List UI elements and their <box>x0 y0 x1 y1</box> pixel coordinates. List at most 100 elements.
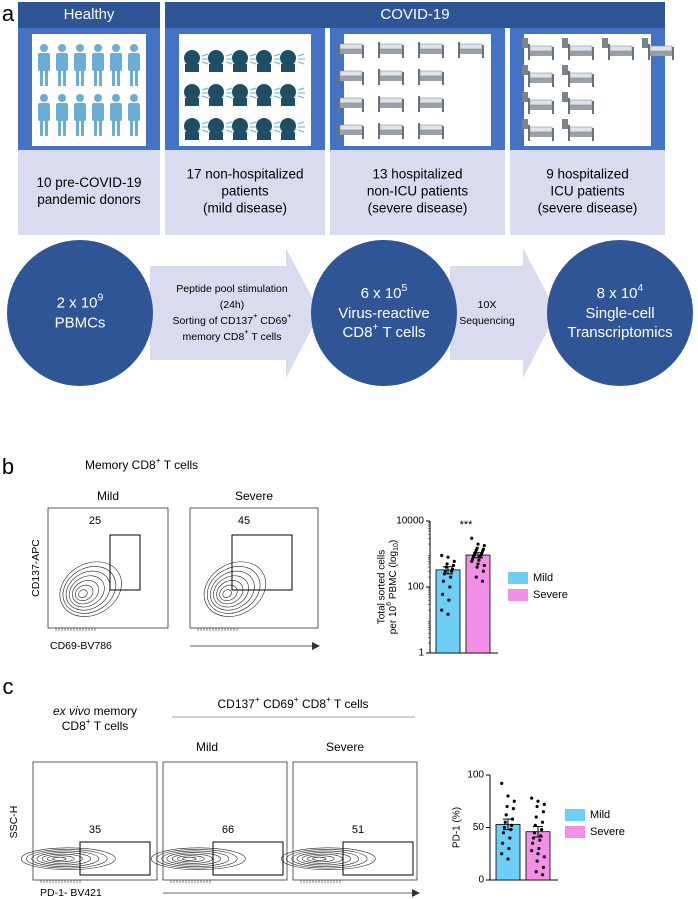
data-point <box>501 831 506 835</box>
condition-label: Severe <box>326 740 364 754</box>
monitor-icon <box>562 65 568 75</box>
bed-icon <box>568 104 594 110</box>
flow-arrow <box>450 248 557 378</box>
contour-line <box>150 847 246 870</box>
bed-icon <box>592 128 594 141</box>
text-run: CD8 <box>299 697 327 711</box>
sup-script: + <box>326 694 331 704</box>
data-point <box>474 575 478 579</box>
monitor-icon <box>562 92 568 102</box>
arrow-text: 10X <box>478 299 497 311</box>
bar <box>465 554 491 654</box>
patient-icon <box>256 84 272 100</box>
contour-line <box>182 856 197 861</box>
bed-icon <box>338 48 364 54</box>
text-run: PBMC (log <box>388 551 399 602</box>
person-icon <box>112 70 115 86</box>
bed-icon <box>632 47 634 60</box>
person-icon <box>76 120 79 136</box>
cough-icon <box>201 53 209 65</box>
contour-line <box>216 580 244 605</box>
data-point <box>507 846 511 851</box>
bed-icon <box>378 75 404 81</box>
cohort-box <box>165 150 325 235</box>
step-text: Transcriptomics <box>567 324 672 341</box>
text-run: T cells <box>161 458 199 472</box>
text-run: CD8 <box>342 324 372 341</box>
bed-icon <box>362 45 364 58</box>
data-point <box>475 565 479 569</box>
bed-icon <box>378 48 404 54</box>
text-run: 2 x 10 <box>57 294 98 311</box>
bed-icon <box>552 101 554 114</box>
legend-label: Severe <box>533 589 568 601</box>
contour-line <box>210 570 255 611</box>
bed-icon <box>528 125 530 141</box>
patient-icon <box>232 118 248 134</box>
y-axis-label: Total sorted cells <box>377 550 388 624</box>
bed-icon <box>528 50 554 56</box>
data-point <box>510 817 515 821</box>
person-icon <box>40 94 48 102</box>
sup-script: + <box>287 311 291 320</box>
bed-icon <box>419 43 443 50</box>
patient-icon <box>257 64 271 72</box>
step-circle <box>547 240 693 386</box>
bed-icon <box>419 70 443 77</box>
data-point <box>446 612 450 616</box>
contour-line <box>156 849 238 869</box>
data-point <box>512 799 516 803</box>
data-point <box>540 873 545 877</box>
sup-script: + <box>244 327 248 336</box>
bed-icon <box>609 45 633 52</box>
bed-icon <box>649 45 673 52</box>
axis-arrow <box>412 889 420 897</box>
data-point <box>481 569 485 573</box>
legend-swatch <box>508 572 528 584</box>
y-tick-label: 100 <box>467 770 484 781</box>
legend-swatch <box>508 589 528 601</box>
gate <box>109 534 141 591</box>
bed-icon <box>418 129 444 135</box>
cough-icon <box>249 87 257 99</box>
cough-icon <box>225 121 233 133</box>
cohort-text: (severe disease) <box>538 201 638 216</box>
panel-title: Memory CD8+ T cells <box>85 455 198 472</box>
cohort-box <box>510 150 665 235</box>
text-run: Sorting of CD137 <box>173 315 254 327</box>
bed-icon <box>418 102 444 108</box>
data-point <box>445 562 449 566</box>
data-point <box>476 562 480 566</box>
cough-icon <box>249 121 257 133</box>
contour-line <box>166 852 221 866</box>
person-icon <box>76 70 79 86</box>
data-point <box>501 841 505 845</box>
person-icon <box>56 53 68 71</box>
patient-icon <box>209 64 223 72</box>
data-point <box>534 815 538 819</box>
contour-line <box>206 566 261 614</box>
text-run: 6 x 10 <box>361 285 402 302</box>
arrow-text: Sequencing <box>459 315 515 327</box>
cough-icon <box>273 121 281 133</box>
person-icon <box>110 103 122 121</box>
data-point <box>511 807 515 811</box>
person-icon <box>130 94 138 102</box>
data-point <box>482 543 486 548</box>
bed-icon <box>569 45 593 52</box>
legend-label: Mild <box>590 809 610 821</box>
cough-icon <box>201 121 209 133</box>
data-point <box>471 554 476 558</box>
bar <box>495 823 521 881</box>
sup-script: + <box>255 694 260 704</box>
y-tick-label: 50 <box>473 822 485 833</box>
contour-line <box>312 856 327 861</box>
sup-script: 9 <box>98 291 104 303</box>
person-icon <box>112 94 120 102</box>
legend-label: Mild <box>533 572 553 584</box>
data-point <box>442 572 446 576</box>
patient-icon <box>256 50 272 66</box>
step-text: CD8+ T cells <box>342 321 425 341</box>
arrow-text: memory CD8+ T cells <box>182 327 281 342</box>
reference-label: ex vivo memory <box>53 704 137 718</box>
